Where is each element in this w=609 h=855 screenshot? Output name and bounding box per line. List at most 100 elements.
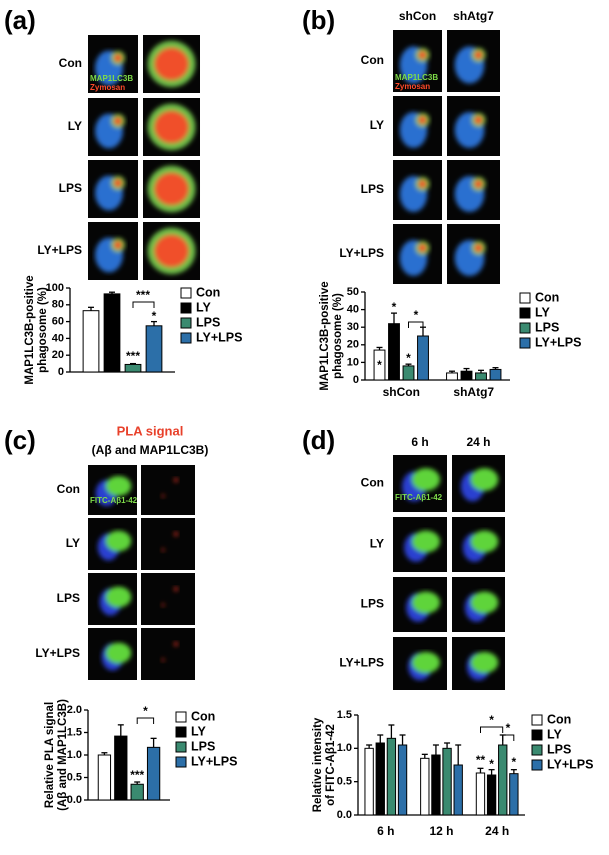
row-label: LPS [59, 181, 82, 195]
y-axis-label: phagosome (%) [332, 293, 344, 379]
column-label: shCon [399, 9, 436, 23]
row-label: Con [361, 53, 384, 67]
legend-label: Con [191, 709, 215, 723]
image-content [97, 530, 132, 561]
y-tick-label: 0.0 [337, 809, 352, 821]
blob [174, 587, 178, 591]
micrograph [143, 35, 200, 93]
blob [418, 244, 427, 252]
legend-label: LY [191, 724, 206, 738]
micrograph [141, 573, 195, 625]
image-content [95, 113, 125, 149]
bar [509, 773, 519, 816]
bar [386, 737, 397, 816]
image-content [454, 46, 486, 84]
bar [460, 370, 473, 381]
bar [124, 363, 142, 373]
legend-label: LY+LPS [535, 335, 581, 349]
image-content [95, 50, 125, 86]
y-axis-label: MAP1LC3B-positive [24, 275, 36, 384]
micrograph [393, 637, 447, 690]
image-content [460, 468, 499, 502]
bar [82, 310, 100, 373]
micrograph [141, 628, 195, 680]
y-tick-label: 1.0 [67, 749, 82, 761]
bracket [132, 301, 155, 308]
image-content [147, 103, 196, 151]
legend-label: LPS [535, 320, 559, 334]
bar [453, 764, 463, 816]
significance: * [414, 308, 419, 322]
y-tick-label: 50 [347, 286, 359, 298]
micrograph [447, 224, 500, 284]
y-tick-label: 80 [52, 299, 64, 311]
bar [417, 335, 429, 381]
bracket [502, 734, 515, 741]
image-content [402, 468, 441, 502]
image-content [454, 112, 486, 148]
y-tick-label: 40 [52, 332, 64, 344]
image-bg [141, 465, 195, 515]
image-content [399, 46, 430, 84]
blob [474, 51, 483, 59]
image-content [99, 586, 132, 616]
y-tick-label: 1.0 [337, 742, 352, 754]
micrograph [452, 637, 505, 690]
legend-swatch [531, 714, 543, 726]
significance: *** [130, 768, 144, 782]
legend-label: LY [535, 305, 550, 319]
bar [130, 783, 144, 801]
significance: * [392, 300, 397, 314]
legend-label: Con [196, 285, 220, 299]
legend-swatch [531, 759, 543, 771]
y-tick-label: 1.5 [337, 709, 352, 721]
y-tick-label: 40 [347, 304, 359, 316]
bar [97, 754, 112, 801]
blob [174, 532, 178, 536]
column-label: shAtg7 [453, 9, 494, 23]
micrograph [447, 160, 500, 220]
significance: *** [136, 288, 150, 302]
micrograph [88, 573, 137, 625]
image-label: MAP1LC3B [90, 74, 133, 83]
y-tick-label: 1.5 [67, 726, 82, 738]
legend-swatch [175, 726, 187, 738]
bracket [480, 726, 504, 733]
legend-swatch [180, 317, 192, 329]
blob [470, 651, 499, 674]
row-label: LPS [361, 597, 384, 611]
legend-swatch [531, 729, 543, 741]
blob [174, 642, 178, 646]
image-content [399, 112, 430, 148]
bar [375, 742, 385, 816]
column-label: 6 h [411, 435, 428, 449]
blob [470, 530, 499, 553]
image-content [161, 587, 178, 607]
micrograph [393, 455, 447, 512]
micrograph [393, 160, 442, 220]
row-label: LY+LPS [339, 246, 384, 260]
image-label: Zymosan [90, 83, 125, 92]
blob [161, 548, 165, 552]
y-tick-label: 100 [46, 282, 64, 294]
y-axis-label: (Aβ and MAP1LC3B) [57, 699, 69, 811]
blob [161, 494, 165, 498]
x-tick-label: 6 h [377, 824, 394, 838]
row-label: LPS [361, 182, 384, 196]
bracket [136, 717, 155, 724]
micrograph [88, 35, 138, 93]
row-label: LY+LPS [339, 656, 384, 670]
blob [161, 603, 165, 607]
panel-label: (b) [302, 5, 335, 35]
micrograph [452, 577, 505, 632]
blob [114, 179, 122, 187]
micrograph [143, 222, 200, 280]
bar [442, 747, 452, 816]
legend-label: LY [547, 727, 562, 741]
blob [470, 468, 499, 491]
blob [474, 116, 483, 124]
bar [388, 323, 400, 381]
image-label: FITC-Aβ1-42 [90, 496, 138, 505]
blob [114, 117, 122, 125]
bar [397, 744, 408, 816]
